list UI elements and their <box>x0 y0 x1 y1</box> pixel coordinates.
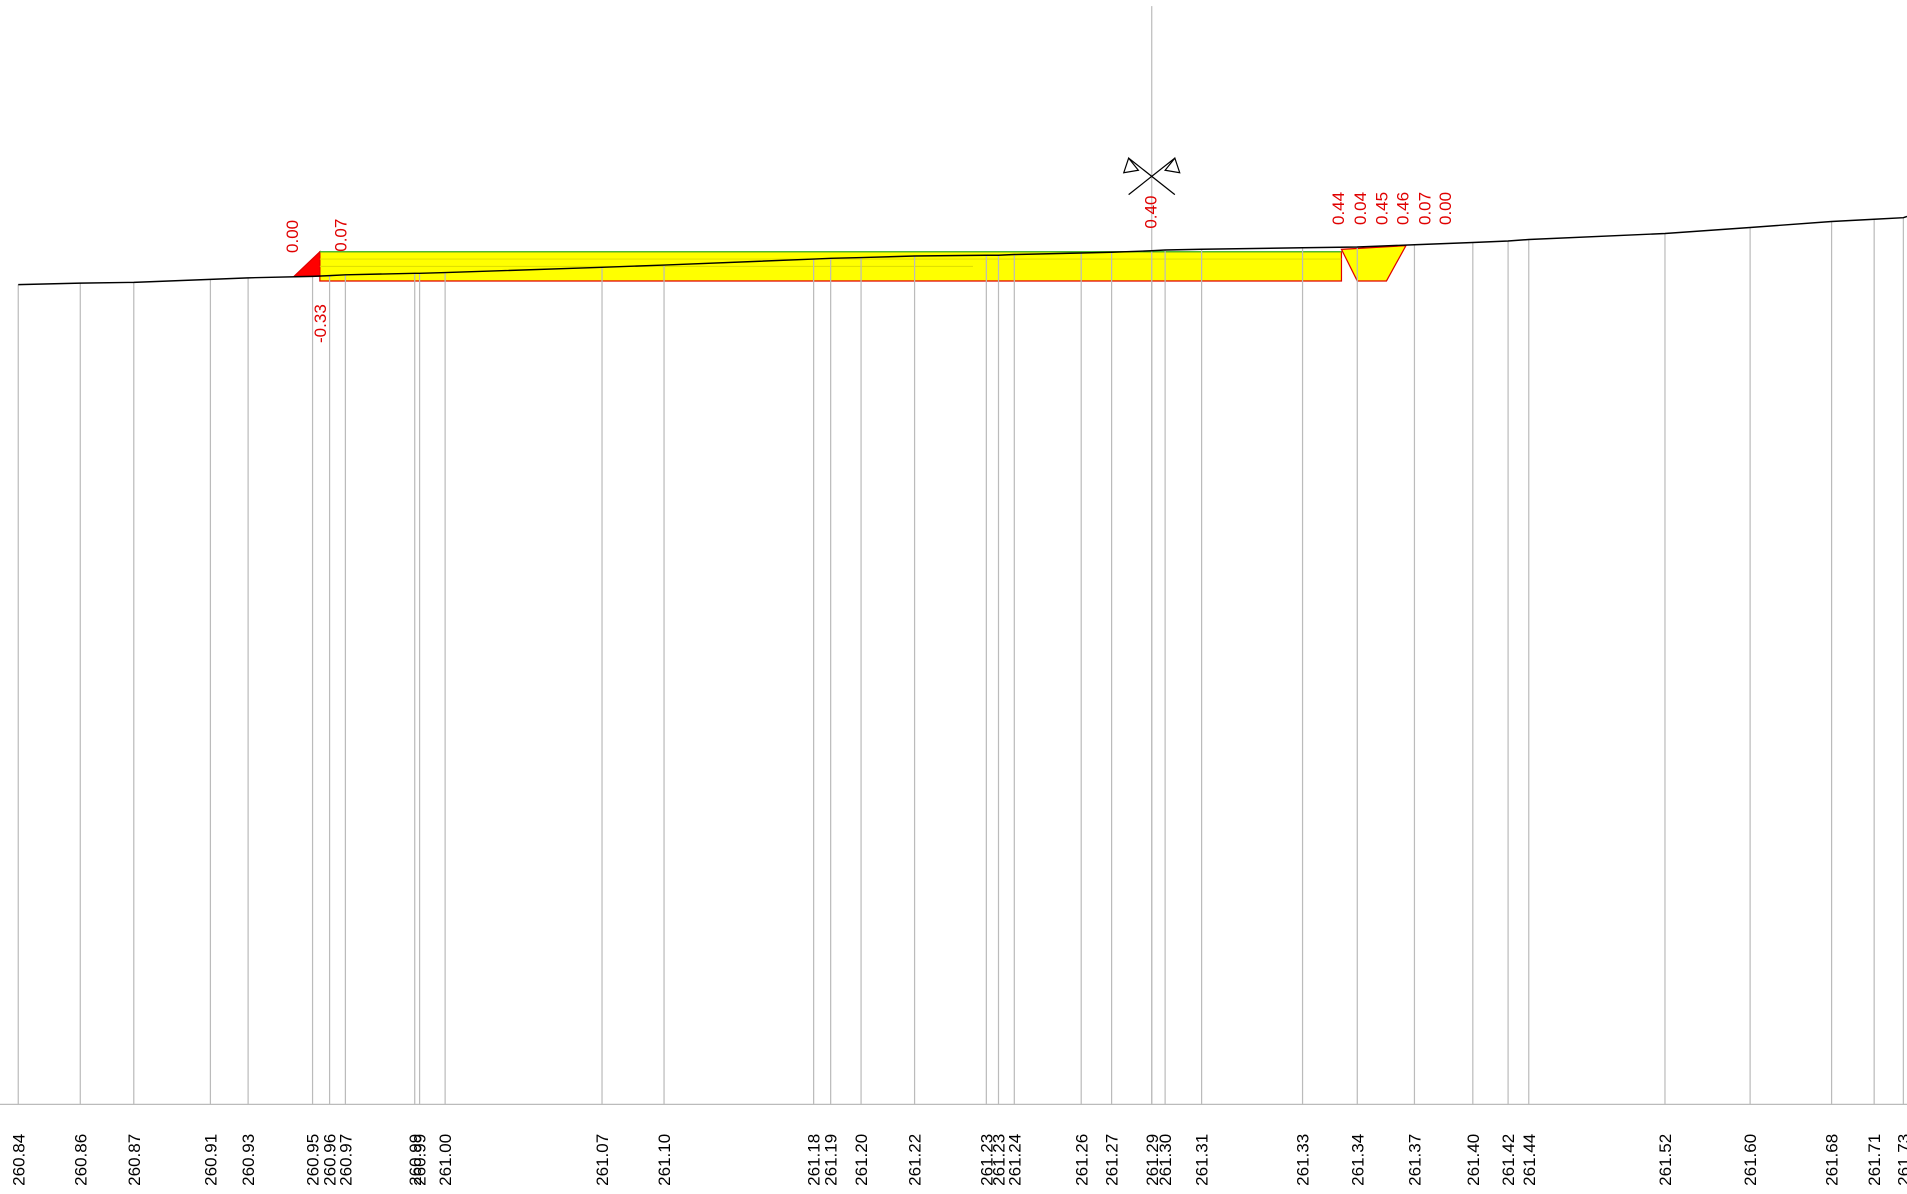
elevation-label: 261.00 <box>436 1134 455 1186</box>
elevation-label: 261.71 <box>1865 1134 1884 1186</box>
terrain-line <box>18 215 1907 286</box>
offset-label: -0.33 <box>311 304 330 343</box>
elevation-label: 260.99 <box>406 1134 425 1186</box>
elevation-label: 260.95 <box>304 1134 323 1186</box>
elevation-label: 260.87 <box>125 1134 144 1186</box>
elevation-label: 261.31 <box>1193 1134 1212 1186</box>
elevation-label: 261.34 <box>1348 1134 1367 1186</box>
elevation-label: 261.37 <box>1406 1134 1425 1186</box>
elevation-label: 261.10 <box>655 1134 674 1186</box>
offset-label: 0.00 <box>1436 192 1455 225</box>
elevation-label: 261.20 <box>852 1134 871 1186</box>
offset-label: 0.04 <box>1351 192 1370 225</box>
elevation-label: 261.73 <box>1894 1134 1907 1186</box>
elevation-label: 261.60 <box>1741 1134 1760 1186</box>
elevation-label: 260.84 <box>9 1134 28 1186</box>
offset-label: 0.45 <box>1373 192 1392 225</box>
elevation-label: 261.23 <box>990 1134 1009 1186</box>
fill-slope <box>292 250 321 277</box>
elevation-label: 261.42 <box>1499 1134 1518 1186</box>
elevation-label: 261.27 <box>1103 1134 1122 1186</box>
elevation-label: 260.96 <box>321 1134 340 1186</box>
offset-label: 0.07 <box>332 219 351 252</box>
ditch <box>1340 245 1407 282</box>
offset-label: 0.00 <box>283 220 302 253</box>
elevation-label: 261.29 <box>1143 1134 1162 1186</box>
elevation-label: 260.93 <box>239 1134 258 1186</box>
elevation-label: 261.24 <box>1005 1134 1024 1186</box>
elevation-label: 261.44 <box>1520 1134 1539 1186</box>
elevation-label: 261.40 <box>1464 1134 1483 1186</box>
elevation-label: 261.19 <box>822 1134 841 1186</box>
elevation-label: 261.52 <box>1656 1134 1675 1186</box>
elevation-label: 261.07 <box>593 1134 612 1186</box>
elevation-label: 261.33 <box>1294 1134 1313 1186</box>
offset-label: 0.44 <box>1329 192 1348 225</box>
elevation-label: 260.91 <box>201 1134 220 1186</box>
elevation-label: 261.68 <box>1823 1134 1842 1186</box>
offset-label: 0.46 <box>1393 192 1412 225</box>
elevation-label: 261.26 <box>1072 1134 1091 1186</box>
elevation-label: 260.86 <box>71 1134 90 1186</box>
elevation-label: 261.18 <box>805 1134 824 1186</box>
elevation-label: 260.97 <box>336 1134 355 1186</box>
offset-label: 0.40 <box>1142 196 1161 229</box>
elevation-label: 261.23 <box>977 1134 996 1186</box>
offset-label: 0.07 <box>1415 192 1434 225</box>
elevation-label: 261.22 <box>906 1134 925 1186</box>
flag-symbol <box>1122 156 1181 196</box>
elevation-label: 261.30 <box>1156 1134 1175 1186</box>
elevation-label: 260.99 <box>411 1134 430 1186</box>
